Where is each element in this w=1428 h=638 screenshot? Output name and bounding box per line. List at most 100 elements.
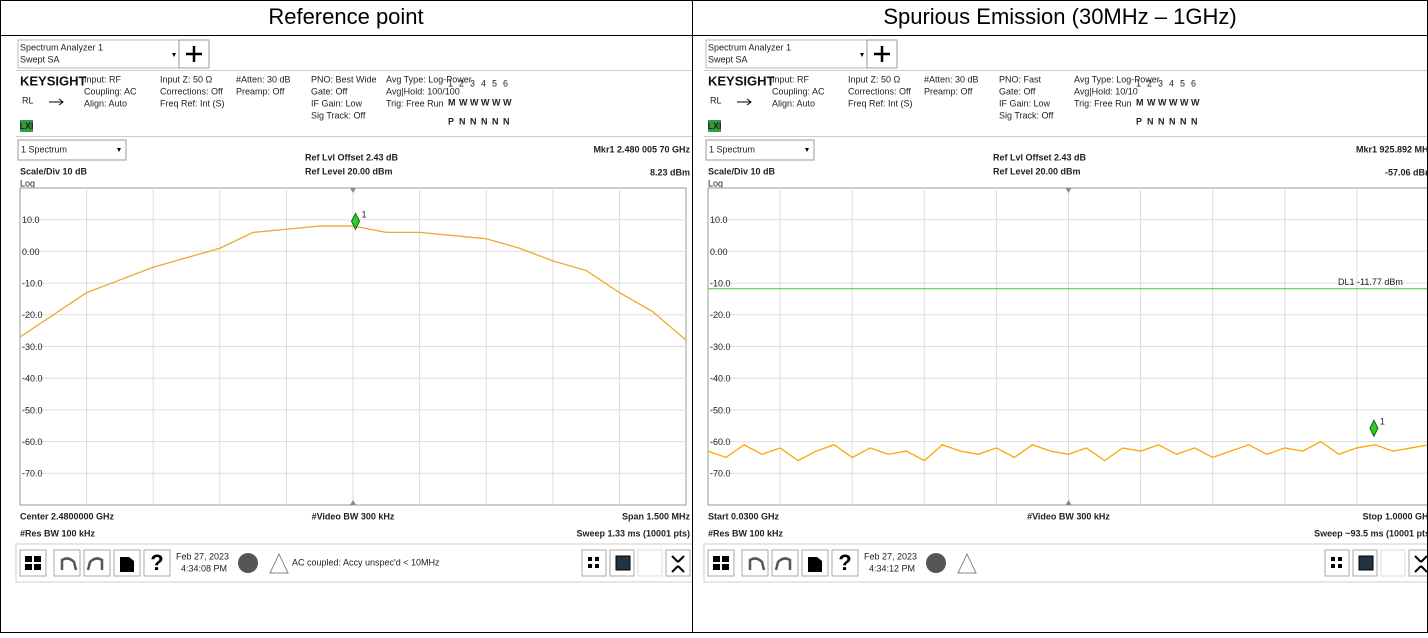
panel: Spectrum Analyzer 1 Swept SA KEYSIGHT RL LXI… (703, 39, 1428, 583)
window-select[interactable] (17, 139, 127, 161)
trace-mode: W (1147, 97, 1156, 107)
label: Avg|Hold: 100/100 (386, 86, 460, 96)
label: Align: Auto (772, 98, 815, 108)
label: LXI (19, 121, 33, 131)
app-tab[interactable] (705, 39, 881, 69)
trace-mode: W (1158, 97, 1167, 107)
label: Input: RF (772, 74, 810, 84)
trace-mode: M (448, 97, 456, 107)
input-icon (737, 98, 752, 106)
y-tick-label: 0.00 (710, 247, 728, 257)
grid-button[interactable] (581, 549, 607, 577)
trace-mode: W (1191, 97, 1200, 107)
window-button[interactable] (1380, 549, 1406, 577)
label: Align: Auto (84, 98, 127, 108)
redo-button[interactable] (771, 549, 799, 577)
grid-button[interactable] (1324, 549, 1350, 577)
label: #Atten: 30 dB (236, 74, 291, 84)
trace (19, 225, 687, 341)
file-icon (808, 557, 822, 572)
trace-mode: W (1169, 97, 1178, 107)
y-tick-label: -10.0 (710, 278, 731, 288)
label: Avg Type: Log-Power (386, 74, 472, 84)
redo-icon (774, 557, 792, 571)
start-button[interactable] (19, 549, 47, 577)
marker-readout: Mkr1 2.480 005 70 GHz (593, 144, 690, 154)
label: #Res BW 100 kHz (708, 528, 784, 538)
label: Start 0.0300 GHz (708, 511, 780, 521)
trace-detector: P (448, 116, 454, 126)
label: IF Gain: Low (999, 98, 1051, 108)
label: 1 Spectrum (21, 144, 67, 154)
help-button[interactable] (831, 549, 859, 577)
zoom-button[interactable] (665, 549, 691, 577)
zoom-icon (1414, 555, 1427, 573)
zoom-button[interactable] (1408, 549, 1428, 577)
label: Freq Ref: Int (S) (848, 98, 913, 108)
marker-readout: Mkr1 925.892 MHz (1356, 144, 1428, 154)
plus-icon (186, 46, 202, 62)
window-button[interactable] (637, 549, 663, 577)
touch-icon (1358, 555, 1374, 571)
redo-button[interactable] (83, 549, 111, 577)
label: Input Z: 50 Ω (848, 74, 901, 84)
panel-heading: Reference point (268, 4, 423, 29)
label: Freq Ref: Int (S) (160, 98, 225, 108)
label: Swept SA (20, 54, 60, 64)
undo-icon (748, 557, 766, 571)
label: Log (20, 178, 35, 188)
label: Ref Lvl Offset 2.43 dB (993, 152, 1087, 162)
label: RL (22, 95, 34, 105)
label: Preamp: Off (924, 86, 973, 96)
y-tick-label: -10.0 (22, 278, 43, 288)
y-tick-label: -30.0 (22, 342, 43, 352)
help-button[interactable] (143, 549, 171, 577)
status-message: AC coupled: Accy unspec'd < 10MHz (292, 557, 440, 567)
label: Corrections: Off (160, 86, 223, 96)
trace-number: 1 (1136, 78, 1141, 88)
label: IF Gain: Low (311, 98, 363, 108)
label: Feb 27, 2023 (176, 551, 229, 561)
label: 1 Spectrum (709, 144, 755, 154)
label: Swept SA (708, 54, 748, 64)
trace-number: 6 (1191, 78, 1196, 88)
display-line-label: DL1 -11.77 dBm (1338, 277, 1403, 287)
start-button[interactable] (707, 549, 735, 577)
label: Center 2.4800000 GHz (20, 511, 115, 521)
dropdown-arrow (805, 148, 809, 152)
label: Ref Lvl Offset 2.43 dB (305, 152, 399, 162)
trace-mode: W (459, 97, 468, 107)
trace-detector: N (1180, 116, 1187, 126)
label: KEYSIGHT (20, 73, 87, 88)
label: #Res BW 100 kHz (20, 528, 96, 538)
warning-icon (957, 552, 977, 574)
file-icon (120, 557, 134, 572)
plus-icon (874, 46, 890, 62)
undo-button[interactable] (53, 549, 81, 577)
trace-detector: N (492, 116, 499, 126)
redo-icon (86, 557, 104, 571)
app-tab[interactable] (17, 39, 193, 69)
y-tick-label: -20.0 (710, 310, 731, 320)
trace-mode: W (1180, 97, 1189, 107)
undo-button[interactable] (741, 549, 769, 577)
touch-icon (615, 555, 631, 571)
label: Corrections: Off (848, 86, 911, 96)
y-tick-label: -50.0 (22, 405, 43, 415)
window-select[interactable] (705, 139, 815, 161)
trace-number: 3 (470, 78, 475, 88)
y-tick-label: 10.0 (22, 215, 40, 225)
label: Scale/Div 10 dB (20, 166, 88, 176)
y-tick-label: -70.0 (22, 469, 43, 479)
label: Spectrum Analyzer 1 (20, 42, 103, 52)
label: LXI (707, 121, 721, 131)
lxi-badge (20, 120, 33, 132)
marker (1369, 419, 1379, 438)
label: 4:34:12 PM (869, 563, 915, 573)
trace-mode: W (492, 97, 501, 107)
message-icon[interactable] (238, 553, 258, 573)
y-tick-label: -60.0 (22, 437, 43, 447)
trace-mode: W (470, 97, 479, 107)
message-icon[interactable] (926, 553, 946, 573)
help-icon: ? (150, 550, 163, 575)
